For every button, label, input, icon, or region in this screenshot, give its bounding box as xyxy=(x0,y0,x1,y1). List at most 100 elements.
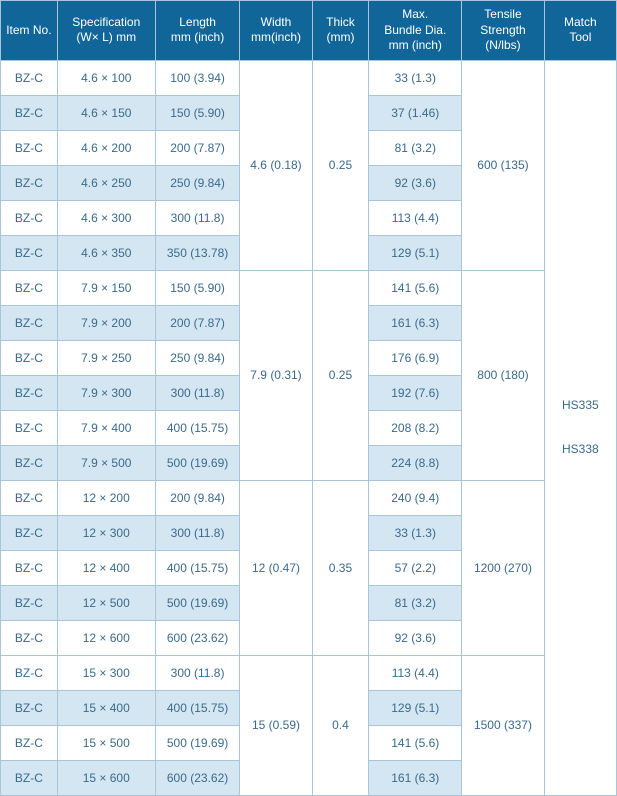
table-cell: 0.25 xyxy=(312,60,369,270)
table-cell: BZ-C xyxy=(1,445,58,480)
header-item: Item No. xyxy=(1,1,58,61)
table-cell: 12 (0.47) xyxy=(240,480,312,655)
table-cell: 4.6 × 100 xyxy=(57,60,155,95)
header-tensile: Tensile Strength (N/lbs) xyxy=(462,1,545,61)
header-width: Width mm(inch) xyxy=(240,1,312,61)
table-cell: 500 (19.69) xyxy=(155,445,240,480)
table-cell: 15 × 500 xyxy=(57,725,155,760)
match-tool-cell: HS335 HS338 xyxy=(544,60,616,795)
table-cell: 250 (9.84) xyxy=(155,340,240,375)
table-cell: 208 (8.2) xyxy=(369,410,462,445)
table-cell: 300 (11.8) xyxy=(155,515,240,550)
table-cell: 141 (5.6) xyxy=(369,270,462,305)
table-cell: 4.6 × 300 xyxy=(57,200,155,235)
table-cell: 12 × 200 xyxy=(57,480,155,515)
table-cell: BZ-C xyxy=(1,760,58,795)
table-cell: 250 (9.84) xyxy=(155,165,240,200)
header-thick: Thick (mm) xyxy=(312,1,369,61)
table-cell: 4.6 × 200 xyxy=(57,130,155,165)
table-cell: BZ-C xyxy=(1,690,58,725)
table-cell: 7.9 × 150 xyxy=(57,270,155,305)
table-cell: 12 × 600 xyxy=(57,620,155,655)
table-cell: 600 (135) xyxy=(462,60,545,270)
table-cell: 100 (3.94) xyxy=(155,60,240,95)
table-cell: BZ-C xyxy=(1,515,58,550)
table-cell: 129 (5.1) xyxy=(369,690,462,725)
table-cell: 1500 (337) xyxy=(462,655,545,795)
table-cell: BZ-C xyxy=(1,130,58,165)
table-cell: 161 (6.3) xyxy=(369,305,462,340)
table-cell: 141 (5.6) xyxy=(369,725,462,760)
header-length: Length mm (inch) xyxy=(155,1,240,61)
table-cell: 4.6 (0.18) xyxy=(240,60,312,270)
table-cell: 240 (9.4) xyxy=(369,480,462,515)
table-cell: BZ-C xyxy=(1,655,58,690)
table-row: BZ-C12 × 200200 (9.84)12 (0.47)0.35240 (… xyxy=(1,480,617,515)
table-cell: 400 (15.75) xyxy=(155,410,240,445)
table-cell: BZ-C xyxy=(1,165,58,200)
table-cell: 350 (13.78) xyxy=(155,235,240,270)
table-cell: 161 (6.3) xyxy=(369,760,462,795)
table-cell: 7.9 × 250 xyxy=(57,340,155,375)
table-cell: 400 (15.75) xyxy=(155,550,240,585)
table-cell: 400 (15.75) xyxy=(155,690,240,725)
table-cell: BZ-C xyxy=(1,235,58,270)
table-cell: 200 (7.87) xyxy=(155,130,240,165)
table-cell: BZ-C xyxy=(1,585,58,620)
table-cell: 33 (1.3) xyxy=(369,60,462,95)
table-cell: 224 (8.8) xyxy=(369,445,462,480)
table-cell: 192 (7.6) xyxy=(369,375,462,410)
table-cell: 600 (23.62) xyxy=(155,620,240,655)
table-cell: 4.6 × 150 xyxy=(57,95,155,130)
header-match: Match Tool xyxy=(544,1,616,61)
table-cell: 81 (3.2) xyxy=(369,585,462,620)
table-cell: 12 × 300 xyxy=(57,515,155,550)
table-cell: 600 (23.62) xyxy=(155,760,240,795)
table-cell: 0.4 xyxy=(312,655,369,795)
header-row: Item No. Specification (W× L) mm Length … xyxy=(1,1,617,61)
table-cell: 150 (5.90) xyxy=(155,95,240,130)
table-cell: 300 (11.8) xyxy=(155,655,240,690)
table-cell: 81 (3.2) xyxy=(369,130,462,165)
table-cell: 57 (2.2) xyxy=(369,550,462,585)
table-cell: 500 (19.69) xyxy=(155,725,240,760)
table-row: BZ-C4.6 × 100100 (3.94)4.6 (0.18)0.2533 … xyxy=(1,60,617,95)
table-cell: 300 (11.8) xyxy=(155,200,240,235)
table-cell: 0.25 xyxy=(312,270,369,480)
table-row: BZ-C15 × 300300 (11.8)15 (0.59)0.4113 (4… xyxy=(1,655,617,690)
table-cell: 200 (9.84) xyxy=(155,480,240,515)
table-cell: 92 (3.6) xyxy=(369,165,462,200)
table-cell: 37 (1.46) xyxy=(369,95,462,130)
table-cell: 15 (0.59) xyxy=(240,655,312,795)
table-cell: 4.6 × 350 xyxy=(57,235,155,270)
table-cell: 7.9 × 200 xyxy=(57,305,155,340)
header-spec: Specification (W× L) mm xyxy=(57,1,155,61)
table-cell: BZ-C xyxy=(1,620,58,655)
table-cell: 7.9 (0.31) xyxy=(240,270,312,480)
table-cell: 7.9 × 300 xyxy=(57,375,155,410)
table-cell: 1200 (270) xyxy=(462,480,545,655)
table-cell: 15 × 600 xyxy=(57,760,155,795)
table-cell: 0.35 xyxy=(312,480,369,655)
table-cell: BZ-C xyxy=(1,305,58,340)
table-cell: 113 (4.4) xyxy=(369,200,462,235)
table-cell: BZ-C xyxy=(1,95,58,130)
table-cell: BZ-C xyxy=(1,480,58,515)
table-cell: 176 (6.9) xyxy=(369,340,462,375)
table-cell: 33 (1.3) xyxy=(369,515,462,550)
table-cell: 12 × 500 xyxy=(57,585,155,620)
table-cell: 4.6 × 250 xyxy=(57,165,155,200)
table-cell: BZ-C xyxy=(1,340,58,375)
table-cell: 12 × 400 xyxy=(57,550,155,585)
table-row: BZ-C7.9 × 150150 (5.90)7.9 (0.31)0.25141… xyxy=(1,270,617,305)
table-cell: BZ-C xyxy=(1,375,58,410)
table-cell: BZ-C xyxy=(1,270,58,305)
header-bundle: Max. Bundle Dia. mm (inch) xyxy=(369,1,462,61)
table-cell: 200 (7.87) xyxy=(155,305,240,340)
table-cell: BZ-C xyxy=(1,550,58,585)
table-cell: 15 × 400 xyxy=(57,690,155,725)
table-cell: 129 (5.1) xyxy=(369,235,462,270)
table-cell: BZ-C xyxy=(1,60,58,95)
table-cell: BZ-C xyxy=(1,200,58,235)
spec-table: Item No. Specification (W× L) mm Length … xyxy=(0,0,617,796)
